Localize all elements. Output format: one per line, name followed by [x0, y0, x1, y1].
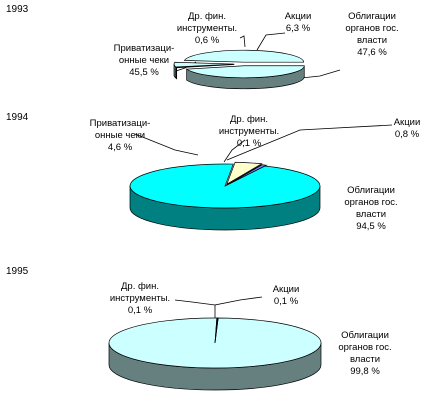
pie-1994-slice-3 — [226, 161, 263, 185]
pie-1993-slice-2 — [175, 64, 235, 69]
slice-label-line: Др. фин. — [188, 11, 226, 22]
slice-label-line: Облигации — [348, 11, 396, 22]
leader-line-1995-2 — [174, 299, 216, 306]
slice-label-1993-0: Облигации органов гос. власти 47,6 % — [345, 11, 398, 58]
slice-label-1994-1: Акции 0,8 % — [394, 117, 421, 140]
slice-label-1994-0: Облигации органов гос. власти 94,5 % — [344, 185, 397, 232]
slice-label-1995-1: Акции 0,1 % — [273, 284, 300, 307]
pie-1994-slice-2 — [226, 164, 264, 186]
leader-line-1994-1 — [226, 124, 393, 161]
slice-label-line: 99,8 % — [350, 366, 380, 377]
slice-label-line: 0,6 % — [195, 35, 220, 46]
slice-label-1993-2: Др. фин. инструменты. 0,6 % — [177, 11, 237, 46]
leader-lines — [134, 32, 393, 365]
pie-1994-slice-0 — [129, 163, 321, 209]
slice-label-line: 0,1 % — [128, 305, 153, 316]
slice-label-line: онные чеки — [119, 55, 169, 66]
slice-label-line: 6,3 % — [286, 23, 311, 34]
pie-1993-slice-2-side — [175, 66, 178, 80]
chart-title-1995: 1995 — [6, 266, 29, 277]
slice-label-line: власти — [357, 35, 387, 46]
pie-slices — [108, 49, 322, 391]
pie-1995-slice-2 — [214, 317, 218, 344]
slice-label-line: 0,8 % — [395, 129, 420, 140]
leader-line-1994-2 — [223, 139, 246, 163]
slice-label-line: Акции — [394, 117, 421, 128]
chart-title-1993: 1993 — [6, 4, 29, 15]
slice-label-line: Облигации — [341, 330, 389, 341]
pie-1993-slice-3 — [185, 65, 305, 79]
slice-label-line: инструменты. — [219, 126, 279, 137]
leader-line-1993-0 — [300, 69, 341, 79]
slice-label-line: Др. фин. — [121, 281, 159, 292]
slice-label-line: Облигации — [347, 185, 395, 196]
slice-label-line: 47,6 % — [357, 47, 387, 58]
leader-line-1993-2 — [239, 35, 246, 48]
slice-label-line: органов гос. — [344, 197, 397, 208]
slice-label-line: 0,1 % — [274, 296, 299, 307]
slice-label-line: Приватизаци- — [114, 43, 175, 54]
chart-title-1994: 1994 — [6, 112, 29, 123]
slice-label-1995-0: Облигации органов гос. власти 99,8 % — [338, 330, 391, 377]
leader-line-1993-1 — [256, 32, 286, 51]
slice-label-line: Акции — [285, 11, 312, 22]
slice-label-line: 94,5 % — [356, 221, 386, 232]
slice-label-line: власти — [356, 209, 386, 220]
slice-label-line: 0,1 % — [237, 138, 262, 149]
slice-label-line: органов гос. — [338, 342, 391, 353]
slice-label-1994-2: Др. фин. инструменты. 0,1 % — [219, 114, 279, 149]
slice-label-1993-1: Акции 6,3 % — [285, 11, 312, 34]
pie-1993-slice-1 — [173, 61, 235, 68]
slice-label-1995-2: Др. фин. инструменты. 0,1 % — [110, 281, 170, 316]
slice-label-1993-3: Приватизаци-онные чеки 45,5 % — [114, 43, 175, 78]
slice-label-line: онные чеки — [95, 130, 145, 141]
slice-label-line: 4,6 % — [108, 142, 133, 153]
slice-label-line: власти — [350, 354, 380, 365]
slice-label-line: органов гос. — [345, 23, 398, 34]
slice-label-line: Др. фин. — [230, 114, 268, 125]
slice-label-line: инструменты. — [177, 23, 237, 34]
slice-label-line: 45,5 % — [129, 67, 159, 78]
pie-1993-slice-0 — [183, 49, 305, 63]
slice-label-1994-3: Приватизаци-онные чеки 4,6 % — [90, 118, 151, 153]
slice-label-line: Приватизаци- — [90, 118, 151, 129]
leader-line-1994-3 — [134, 133, 199, 156]
slice-label-line: Акции — [273, 284, 300, 295]
slice-label-line: инструменты. — [110, 293, 170, 304]
